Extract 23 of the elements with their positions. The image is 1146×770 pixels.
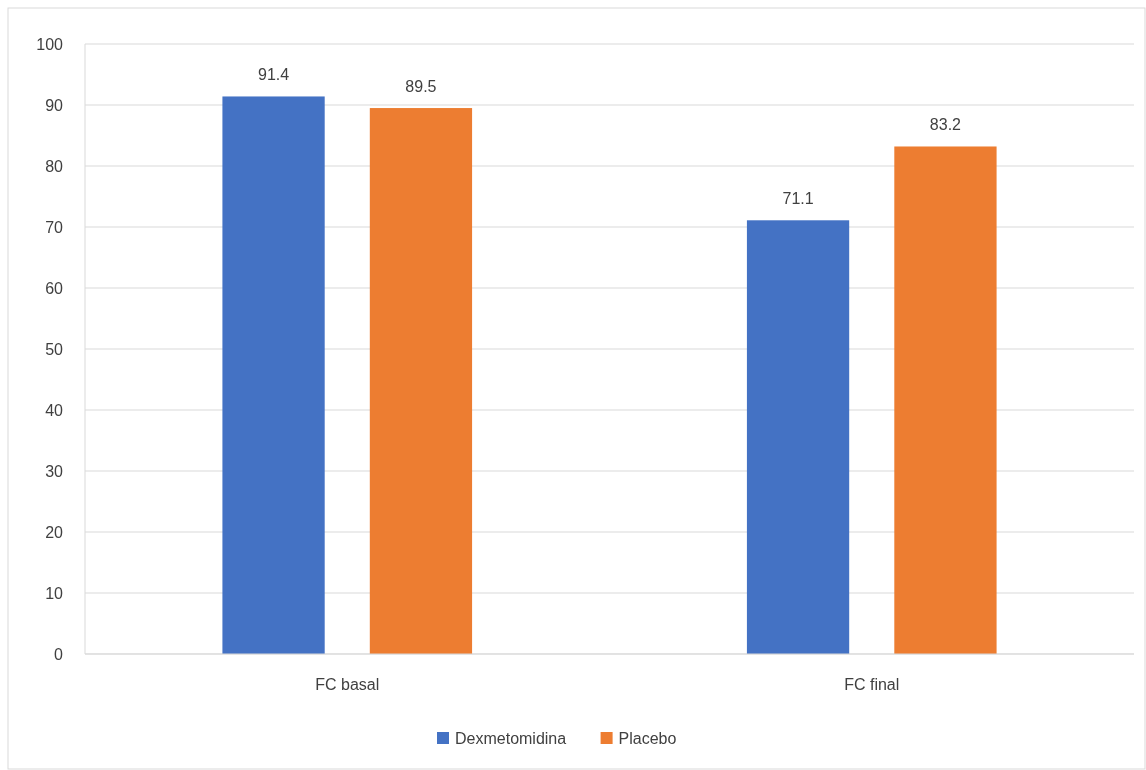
y-tick-label: 90 [45, 96, 64, 114]
y-tick-label: 30 [45, 462, 64, 480]
y-tick-label: 100 [36, 35, 64, 53]
y-tick-label: 0 [54, 645, 64, 663]
data-label: 83.2 [929, 116, 962, 134]
data-label: 71.1 [782, 190, 814, 208]
bar [746, 220, 850, 654]
y-tick-label: 80 [45, 157, 64, 175]
data-label: 91.4 [257, 66, 290, 84]
x-tick-label: FC basal [315, 676, 380, 693]
y-tick-label: 40 [45, 401, 64, 419]
data-label: 89.5 [405, 78, 437, 96]
y-tick-label: 20 [45, 523, 64, 541]
legend-label: Dexmetomidina [455, 729, 567, 747]
y-tick-label: 50 [45, 340, 64, 358]
bar [222, 96, 325, 654]
y-tick-label: 60 [45, 279, 64, 297]
y-tick-label: 70 [45, 218, 64, 236]
bar [894, 146, 997, 654]
y-tick-label: 10 [45, 584, 64, 602]
x-tick-label: FC final [844, 676, 900, 693]
bar [369, 108, 473, 654]
legend-label: Placebo [618, 729, 677, 747]
